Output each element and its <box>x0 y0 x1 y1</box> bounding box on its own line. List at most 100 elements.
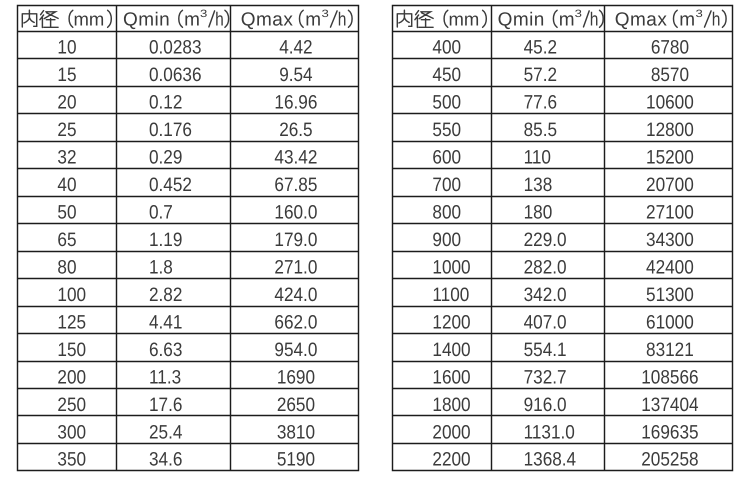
svg-text:61000: 61000 <box>646 311 694 333</box>
svg-text:80: 80 <box>57 256 76 278</box>
svg-text:Qmin: Qmin <box>123 9 170 30</box>
svg-text:342.0: 342.0 <box>524 284 567 306</box>
svg-text:h: h <box>590 9 599 30</box>
svg-text:282.0: 282.0 <box>524 256 567 278</box>
svg-text:83121: 83121 <box>646 339 694 361</box>
svg-text:0.7: 0.7 <box>149 202 173 224</box>
svg-text:150: 150 <box>57 339 86 361</box>
svg-text:100: 100 <box>57 284 86 306</box>
svg-text:125: 125 <box>57 311 86 333</box>
svg-text:662.0: 662.0 <box>274 311 317 333</box>
svg-text:800: 800 <box>432 202 461 224</box>
svg-text:1.19: 1.19 <box>149 229 182 251</box>
svg-text:110: 110 <box>524 147 552 169</box>
svg-text:25.4: 25.4 <box>149 421 183 443</box>
svg-text:9.54: 9.54 <box>279 64 313 86</box>
svg-text:400: 400 <box>432 37 461 59</box>
svg-text:1000: 1000 <box>432 256 470 278</box>
svg-text:42400: 42400 <box>646 256 694 278</box>
svg-text:m: m <box>305 9 321 30</box>
svg-text:57.2: 57.2 <box>524 64 557 86</box>
svg-text:43.42: 43.42 <box>274 147 317 169</box>
svg-text:4.42: 4.42 <box>279 37 312 59</box>
svg-text:27100: 27100 <box>646 202 694 224</box>
svg-text:85.5: 85.5 <box>524 119 557 141</box>
svg-text:424.0: 424.0 <box>274 284 317 306</box>
svg-text:3: 3 <box>575 8 583 20</box>
svg-text:h: h <box>215 9 224 30</box>
svg-text:0.0636: 0.0636 <box>149 64 201 86</box>
svg-text:11.3: 11.3 <box>149 366 181 388</box>
svg-text:2650: 2650 <box>277 394 315 416</box>
svg-text:67.85: 67.85 <box>274 174 317 196</box>
svg-text:mm: mm <box>449 8 480 29</box>
svg-text:500: 500 <box>432 92 461 114</box>
svg-text:3: 3 <box>200 8 208 20</box>
svg-text:137404: 137404 <box>641 394 698 416</box>
svg-text:m: m <box>184 9 200 30</box>
svg-text:h: h <box>338 9 347 30</box>
svg-text:26.5: 26.5 <box>279 119 312 141</box>
svg-text:Qmax: Qmax <box>241 9 294 30</box>
svg-text:34.6: 34.6 <box>149 449 182 471</box>
svg-text:350: 350 <box>57 449 86 471</box>
svg-text:0.176: 0.176 <box>149 119 192 141</box>
svg-text:1.8: 1.8 <box>149 256 173 278</box>
svg-text:20700: 20700 <box>646 174 694 196</box>
svg-text:50: 50 <box>57 202 76 224</box>
svg-text:8570: 8570 <box>651 64 689 86</box>
svg-text:32: 32 <box>57 147 76 169</box>
svg-text:4.41: 4.41 <box>149 311 182 333</box>
svg-text:600: 600 <box>432 147 461 169</box>
svg-text:10600: 10600 <box>646 92 694 114</box>
svg-text:25: 25 <box>57 119 76 141</box>
svg-text:138: 138 <box>524 174 553 196</box>
svg-text:1690: 1690 <box>277 366 315 388</box>
svg-text:40: 40 <box>57 174 76 196</box>
svg-text:2.82: 2.82 <box>149 284 182 306</box>
svg-text:65: 65 <box>57 229 76 251</box>
svg-text:51300: 51300 <box>646 284 694 306</box>
svg-text:77.6: 77.6 <box>524 92 557 114</box>
svg-text:h: h <box>712 9 721 30</box>
svg-text:108566: 108566 <box>641 366 698 388</box>
svg-text:Qmax: Qmax <box>615 9 668 30</box>
svg-text:10: 10 <box>57 37 76 59</box>
svg-text:205258: 205258 <box>641 449 698 471</box>
svg-text:1131.0: 1131.0 <box>524 421 575 443</box>
svg-text:1368.4: 1368.4 <box>524 449 577 471</box>
svg-text:20: 20 <box>57 92 76 114</box>
svg-text:300: 300 <box>57 421 86 443</box>
svg-text:34300: 34300 <box>646 229 694 251</box>
svg-text:3: 3 <box>322 8 330 20</box>
svg-text:450: 450 <box>432 64 461 86</box>
svg-text:16.96: 16.96 <box>274 92 317 114</box>
svg-text:2000: 2000 <box>432 421 470 443</box>
svg-text:1100: 1100 <box>432 284 469 306</box>
svg-text:6.63: 6.63 <box>149 339 182 361</box>
svg-text:1800: 1800 <box>432 394 470 416</box>
svg-text:916.0: 916.0 <box>524 394 567 416</box>
svg-text:550: 550 <box>432 119 461 141</box>
svg-text:17.6: 17.6 <box>149 394 182 416</box>
svg-text:0.29: 0.29 <box>149 147 182 169</box>
svg-text:6780: 6780 <box>651 37 689 59</box>
svg-text:169635: 169635 <box>641 421 698 443</box>
svg-text:3: 3 <box>696 8 704 20</box>
svg-text:2200: 2200 <box>432 449 470 471</box>
svg-text:954.0: 954.0 <box>274 339 317 361</box>
svg-text:0.452: 0.452 <box>149 174 192 196</box>
svg-text:m: m <box>559 9 575 30</box>
svg-text:12800: 12800 <box>646 119 694 141</box>
svg-text:180: 180 <box>524 202 553 224</box>
svg-text:160.0: 160.0 <box>274 202 317 224</box>
svg-text:mm: mm <box>74 8 105 29</box>
svg-text:1400: 1400 <box>432 339 470 361</box>
svg-text:179.0: 179.0 <box>274 229 317 251</box>
svg-text:700: 700 <box>432 174 461 196</box>
svg-text:250: 250 <box>57 394 86 416</box>
svg-text:15200: 15200 <box>646 147 694 169</box>
svg-text:554.1: 554.1 <box>524 339 567 361</box>
svg-text:5190: 5190 <box>277 449 315 471</box>
svg-text:3810: 3810 <box>277 421 315 443</box>
